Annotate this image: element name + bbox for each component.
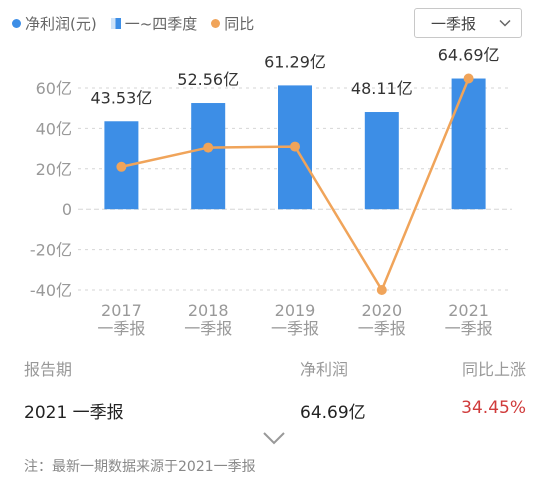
legend-bar-icon: [110, 17, 121, 29]
y-tick-label: 0: [62, 200, 72, 219]
legend-dot-icon: [211, 18, 221, 28]
yoy-point[interactable]: [463, 73, 474, 84]
yoy-point[interactable]: [203, 142, 214, 153]
summary-row: 2021 一季报 64.69亿 34.45%: [0, 394, 550, 424]
summary-header: 报告期 净利润 同比上涨: [0, 352, 550, 380]
x-tick-label: 2020 一季报: [358, 301, 406, 338]
period-selector-dropdown[interactable]: 一季报: [414, 8, 522, 38]
bar-net-profit[interactable]: [451, 78, 486, 210]
profit-chart: 43.53亿 52.56亿 61.29亿 48.11亿 64.69亿 60亿 40亿 20亿…: [30, 46, 512, 338]
bar-data-label: 48.11亿: [351, 79, 413, 98]
x-tick-label: 2021 一季报: [445, 301, 493, 338]
legend-quarters-label: 一~四季度: [124, 14, 198, 33]
legend-yoy[interactable]: 同比: [211, 13, 254, 34]
bar-net-profit[interactable]: [364, 112, 399, 210]
header-growth: 同比上涨: [461, 360, 526, 379]
expand-chevron-icon[interactable]: [262, 430, 286, 446]
legend-net-profit[interactable]: 净利润(元): [12, 13, 97, 34]
y-tick-label: 20亿: [36, 160, 72, 179]
bar-net-profit[interactable]: [191, 103, 226, 210]
yoy-point[interactable]: [290, 141, 300, 152]
legend-quarters[interactable]: 一~四季度: [110, 13, 198, 34]
legend-net-profit-label: 净利润(元): [25, 14, 97, 33]
chart-legend: 净利润(元) 一~四季度 同比: [12, 8, 254, 38]
row-growth: 34.45%: [461, 398, 526, 418]
header-period: 报告期: [24, 360, 73, 379]
y-tick-label: -20亿: [30, 241, 72, 260]
bar-data-label: 52.56亿: [177, 70, 239, 89]
bar-data-label: 43.53亿: [90, 88, 152, 107]
x-tick-label: 2018 一季报: [184, 301, 232, 338]
yoy-point[interactable]: [376, 285, 387, 295]
period-selector-value: 一季报: [431, 14, 477, 33]
bar-data-label: 64.69亿: [438, 46, 500, 65]
row-profit: 64.69亿: [300, 403, 366, 423]
x-tick-label: 2017 一季报: [97, 301, 145, 338]
chevron-down-icon: [499, 19, 511, 27]
bar-data-label: 61.29亿: [264, 52, 326, 71]
y-tick-label: 40亿: [36, 119, 72, 138]
x-tick-label: 2019 一季报: [271, 301, 319, 338]
header-profit: 净利润: [300, 360, 349, 379]
y-tick-label: 60亿: [36, 79, 72, 98]
y-tick-label: -40亿: [30, 281, 72, 300]
legend-yoy-label: 同比: [224, 14, 255, 33]
row-period: 2021 一季报: [24, 403, 124, 423]
data-source-note: 注：最新一期数据来源于2021一季报: [24, 459, 256, 475]
yoy-point[interactable]: [116, 161, 127, 172]
legend-dot-icon: [12, 18, 21, 28]
